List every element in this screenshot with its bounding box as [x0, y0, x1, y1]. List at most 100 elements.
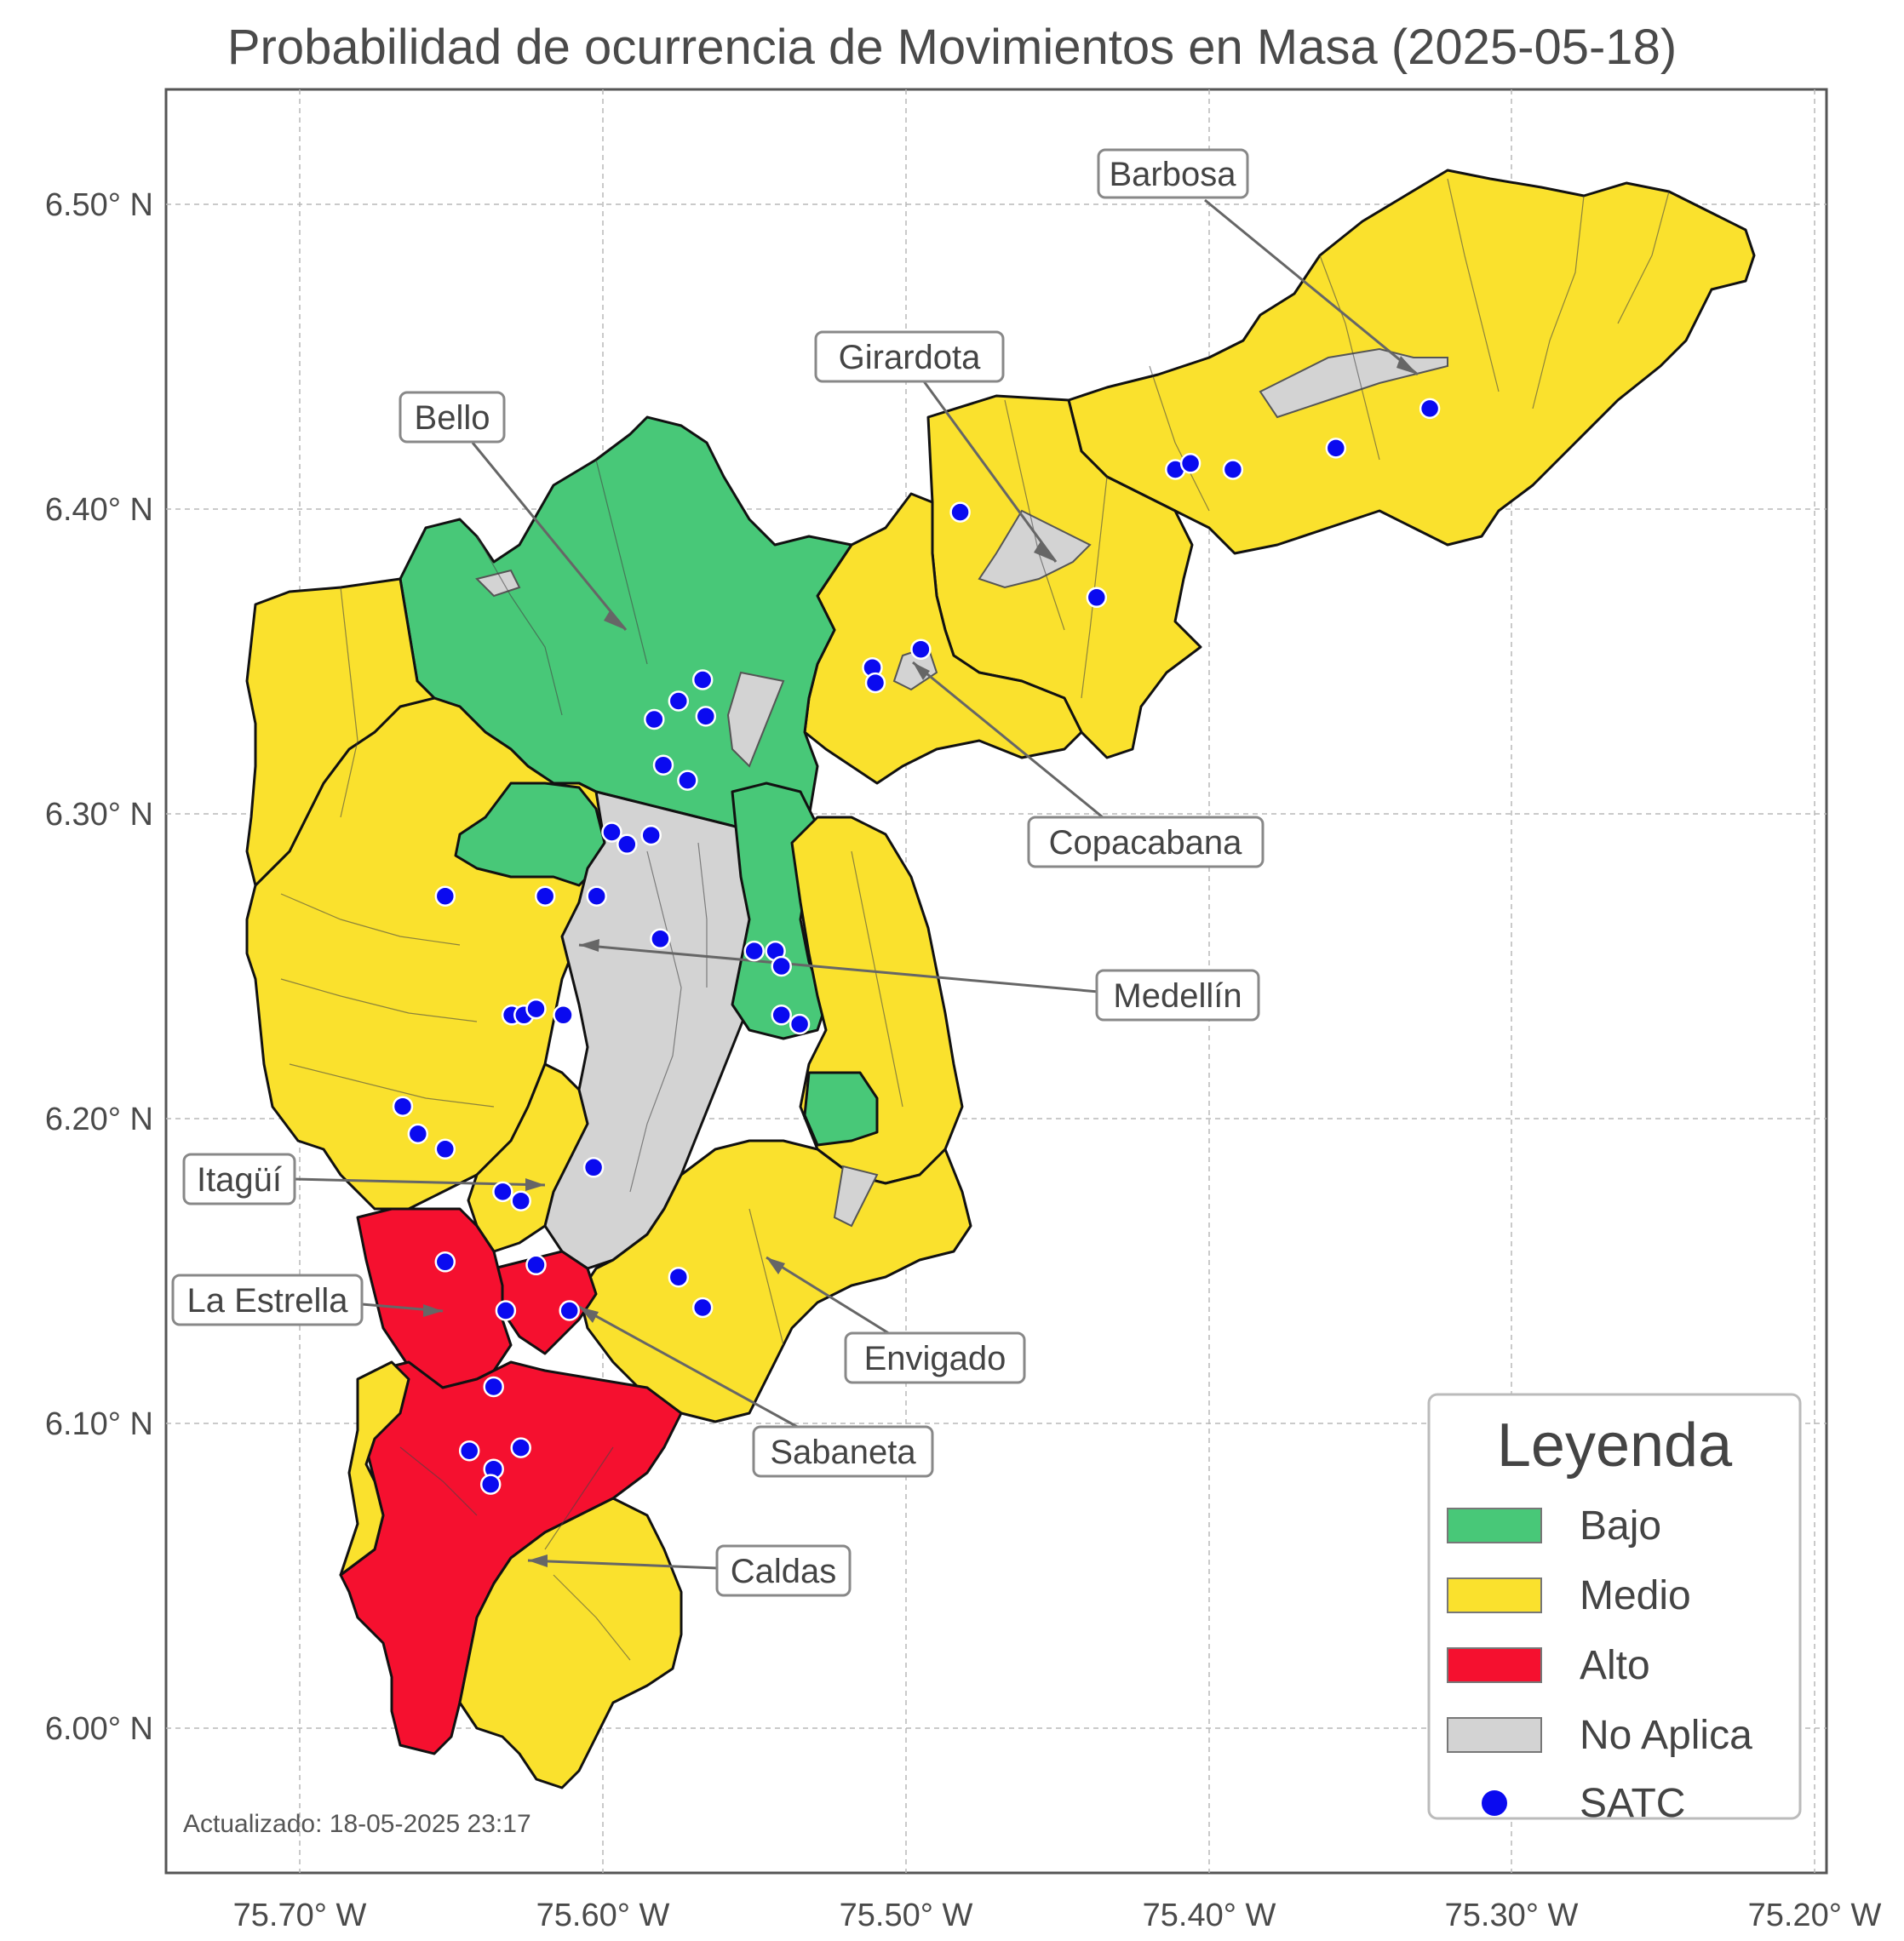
satc-station-marker	[1325, 438, 1347, 459]
legend-title: Leyenda	[1497, 1411, 1733, 1480]
svg-text:Alto: Alto	[1580, 1643, 1650, 1688]
satc-station-marker	[650, 928, 671, 950]
region-green-patch	[803, 1071, 879, 1147]
svg-text:Envigado: Envigado	[864, 1340, 1006, 1377]
y-tick: 6.10° N	[45, 1406, 153, 1442]
satc-station-marker	[525, 998, 547, 1020]
label-girardota: Girardota	[814, 330, 1058, 563]
satc-station-marker	[743, 940, 765, 962]
region-sabaneta	[492, 1250, 598, 1355]
satc-station-marker	[617, 833, 638, 856]
legend-item-satc: SATC	[1482, 1781, 1685, 1826]
label-barbosa: Barbosa	[1097, 148, 1419, 376]
legend-item-bajo: Bajo	[1447, 1503, 1661, 1549]
satc-station-marker	[771, 955, 792, 977]
x-tick: 75.70° W	[233, 1898, 367, 1933]
satc-station-marker	[864, 672, 886, 694]
satc-station-marker	[582, 1157, 605, 1178]
svg-text:Girardota: Girardota	[839, 339, 981, 376]
satc-station-marker	[434, 1251, 456, 1273]
satc-station-marker	[534, 885, 556, 907]
x-tick: 75.60° W	[536, 1898, 670, 1933]
x-tick: 75.20° W	[1748, 1898, 1882, 1933]
label-la-estrella: La Estrella	[171, 1274, 444, 1326]
svg-text:Bello: Bello	[415, 399, 490, 437]
satc-station-marker	[392, 1096, 414, 1117]
legend-item-medio: Medio	[1447, 1573, 1691, 1618]
sub-boundaries	[280, 178, 1670, 1661]
svg-text:Medellín: Medellín	[1113, 977, 1242, 1015]
satc-station-marker	[1222, 459, 1244, 480]
y-tick: 6.00° N	[45, 1711, 153, 1747]
satc-station-marker	[510, 1437, 531, 1458]
y-tick: 6.50° N	[45, 187, 153, 223]
satc-station-marker	[495, 1300, 517, 1321]
y-tick: 6.30° N	[45, 797, 153, 833]
svg-text:Copacabana: Copacabana	[1049, 824, 1243, 862]
satc-station-marker	[601, 822, 622, 843]
region-envigado	[577, 1139, 972, 1423]
satc-station-marker	[695, 706, 717, 727]
label-sabaneta: Sabaneta	[578, 1305, 934, 1478]
y-tick: 6.20° N	[45, 1102, 153, 1137]
satc-station-marker	[479, 1474, 502, 1495]
satc-station-marker	[559, 1300, 580, 1321]
svg-text:La Estrella: La Estrella	[187, 1282, 349, 1320]
legend: Leyenda Bajo Medio Alto No Aplica SATC	[1427, 1393, 1802, 1826]
satc-station-marker	[691, 669, 714, 690]
updated-timestamp: Actualizado: 18-05-2025 23:17	[183, 1810, 531, 1838]
satc-station-marker	[586, 885, 607, 907]
satc-station-marker	[677, 770, 698, 791]
satc-station-marker	[458, 1440, 480, 1462]
satc-station-marker	[492, 1181, 513, 1203]
region-la-estrella	[356, 1207, 513, 1389]
label-medellin: Medellín	[578, 939, 1260, 1022]
labels: Barbosa Girardota Bello Copacabana Medel…	[171, 148, 1419, 1597]
satc-station-marker	[553, 1005, 574, 1026]
x-tick: 75.30° W	[1445, 1898, 1579, 1933]
satc-station-marker	[668, 690, 690, 712]
satc-station-marker	[652, 754, 674, 776]
label-bello: Bello	[399, 391, 628, 631]
region-caldas-medio	[458, 1497, 683, 1789]
satc-station-marker	[644, 708, 665, 730]
x-axis-ticks: 75.70° W 75.60° W 75.50° W 75.40° W 75.3…	[233, 1898, 1882, 1933]
satc-station-marker	[691, 1297, 714, 1319]
satc-station-marker	[434, 885, 456, 907]
satc-station-marker	[510, 1190, 531, 1211]
map-title: Probabilidad de ocurrencia de Movimiento…	[227, 20, 1677, 75]
legend-item-no-aplica: No Aplica	[1447, 1713, 1752, 1758]
svg-text:SATC: SATC	[1580, 1781, 1685, 1826]
svg-text:Barbosa: Barbosa	[1110, 156, 1237, 193]
svg-text:No Aplica: No Aplica	[1580, 1713, 1752, 1758]
label-copacabana: Copacabana	[912, 661, 1265, 868]
region-west-strip	[339, 1360, 410, 1577]
satc-station-marker	[789, 1013, 811, 1035]
satc-station-marker	[1179, 453, 1201, 474]
satc-station-marker	[525, 1254, 547, 1276]
y-tick: 6.40° N	[45, 492, 153, 528]
satc-station-marker	[771, 1005, 792, 1026]
satc-station-marker	[1419, 398, 1441, 420]
legend-item-alto: Alto	[1447, 1643, 1650, 1688]
satc-station-marker	[910, 638, 932, 660]
svg-text:Itagüí: Itagüí	[197, 1161, 282, 1199]
region-far-west	[245, 577, 436, 887]
svg-text:Bajo: Bajo	[1580, 1503, 1661, 1549]
y-axis-ticks: 6.50° N 6.40° N 6.30° N 6.20° N 6.10° N …	[45, 187, 153, 1747]
svg-text:Sabaneta: Sabaneta	[770, 1434, 916, 1471]
satc-stations	[392, 398, 1441, 1495]
svg-text:Caldas: Caldas	[731, 1553, 837, 1590]
satc-station-marker	[407, 1123, 429, 1145]
satc-station-marker	[668, 1266, 690, 1288]
satc-station-marker	[640, 824, 662, 846]
x-tick: 75.50° W	[840, 1898, 973, 1933]
satc-station-marker	[434, 1138, 456, 1160]
x-tick: 75.40° W	[1143, 1898, 1276, 1933]
label-envigado: Envigado	[766, 1256, 1026, 1384]
satc-station-marker	[1086, 587, 1108, 609]
satc-station-marker	[483, 1376, 504, 1398]
svg-text:Medio: Medio	[1580, 1573, 1691, 1618]
label-caldas: Caldas	[527, 1544, 852, 1597]
